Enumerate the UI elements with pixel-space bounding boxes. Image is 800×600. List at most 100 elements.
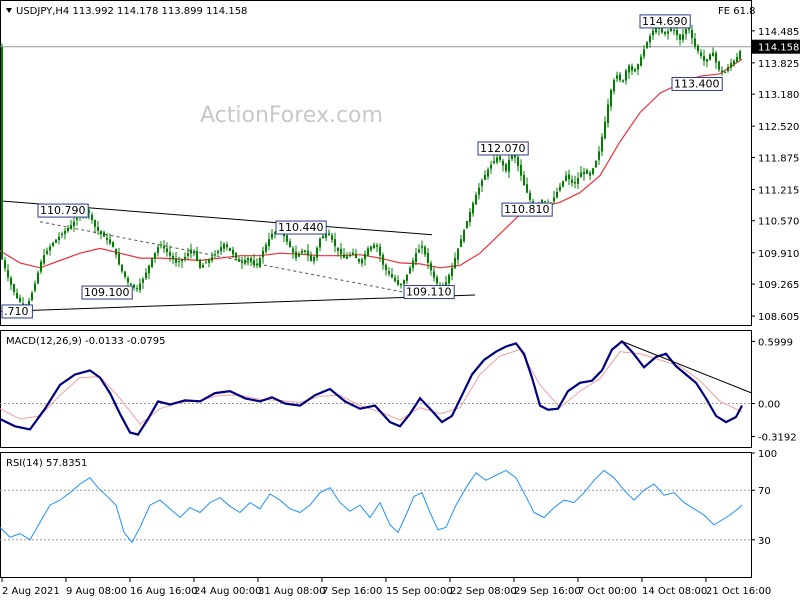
candle-body (136, 288, 138, 290)
candle-body (253, 260, 255, 266)
candle-body (154, 252, 156, 259)
price-annotation-box (81, 285, 133, 300)
candle-body (571, 179, 573, 183)
price-annotation-box (275, 220, 327, 235)
candle-body (52, 242, 54, 246)
x-tick-label: 9 Aug 08:00 (66, 586, 127, 597)
price-annotation-label: 110.810 (504, 203, 550, 216)
fe-label: FE 61.8 (718, 6, 756, 17)
price-annotation-box (477, 141, 529, 156)
candle-body (178, 261, 180, 263)
candle-body (460, 239, 462, 247)
main-y-tick-label: 113.825 (758, 59, 799, 70)
candle-body (544, 201, 546, 203)
candle-body (721, 70, 723, 73)
candle-body (361, 259, 363, 264)
candle-body (400, 283, 402, 286)
candle-body (631, 66, 633, 71)
price-annotation-label: 113.400 (674, 77, 720, 90)
rsi-y-tick-label: 30 (758, 536, 771, 547)
candle-body (304, 250, 306, 252)
candle-body (223, 243, 225, 249)
candle-body (181, 259, 183, 262)
candle-body (379, 246, 381, 256)
candle-body (397, 280, 399, 285)
x-tick-label: 22 Sep 08:00 (450, 586, 517, 597)
candle-body (310, 255, 312, 262)
x-tick-label: 24 Aug 00:00 (194, 586, 261, 597)
candle-body (1, 47, 3, 260)
candle-body (337, 247, 339, 251)
candle-body (706, 59, 708, 62)
candle-body (382, 254, 384, 265)
macd-indicator (0, 339, 753, 436)
price-annotation-box (501, 202, 553, 217)
candle-body (352, 252, 354, 255)
candle-body (232, 249, 234, 255)
price-annotation-label: 110.440 (278, 221, 324, 234)
candle-body (457, 248, 459, 260)
candle-body (676, 29, 678, 36)
candle-body (22, 303, 24, 306)
candle-body (202, 265, 204, 268)
main-y-tick-label: 114.485 (758, 27, 799, 38)
candle-body (580, 172, 582, 178)
candle-body (49, 246, 51, 251)
price-annotation-box (639, 14, 691, 29)
candle-body (586, 170, 588, 174)
main-y-tick-label: 109.910 (758, 249, 799, 260)
candle-body (226, 244, 228, 248)
candle-body (145, 272, 147, 279)
candle-body (256, 263, 258, 266)
candle-body (652, 30, 654, 36)
candle-body (700, 52, 702, 56)
rsi-title: RSI(14) 57.8351 (6, 458, 87, 469)
candle-body (616, 75, 618, 79)
candle-body (376, 245, 378, 247)
watermark: ActionForex.com (200, 103, 383, 128)
dropdown-arrow-icon[interactable] (6, 8, 12, 13)
candle-body (4, 260, 6, 269)
macd-y-tick-label: 0.00 (758, 400, 780, 411)
candle-body (325, 233, 327, 238)
candle-body (469, 212, 471, 223)
candle-body (268, 239, 270, 247)
x-tick-label: 15 Sep 00:00 (386, 586, 453, 597)
candle-body (727, 67, 729, 72)
candle-body (634, 69, 636, 72)
candle-body (364, 253, 366, 260)
candle-body (235, 252, 237, 259)
candle-body (427, 252, 429, 263)
price-annotation: 109.110 (403, 285, 455, 300)
candle-body (643, 49, 645, 57)
candle-body (55, 239, 57, 243)
candle-body (394, 277, 396, 282)
main-y-axis: 114.485 113.825 113.180 112.520 111.875 111.2… (751, 27, 800, 323)
main-panel-frame (0, 0, 752, 326)
candle-body (649, 36, 651, 43)
candle-body (37, 272, 39, 284)
current-price-label: 114.158 (758, 43, 799, 54)
candle-body (565, 175, 567, 181)
candle-body (673, 29, 675, 31)
candle-body (106, 238, 108, 240)
macd-y-tick-label: -0.3192 (758, 433, 797, 444)
candle-body (160, 244, 162, 246)
candle-body (172, 255, 174, 260)
candle-body (478, 187, 480, 195)
rsi-y-axis: 100 70 30 (751, 449, 777, 547)
candle-body (505, 163, 507, 171)
x-tick-label: 21 Oct 16:00 (706, 586, 771, 597)
candle-body (475, 195, 477, 205)
candle-body (34, 283, 36, 291)
candle-body (367, 248, 369, 256)
macd-y-axis: 0.5999 0.00 -0.3192 (751, 337, 797, 444)
candle-body (184, 256, 186, 260)
candle-body (166, 248, 168, 253)
candle-body (67, 228, 69, 232)
candle-body (139, 283, 141, 291)
candle-body (556, 191, 558, 198)
candle-body (553, 197, 555, 202)
candle-body (589, 172, 591, 176)
candle-body (97, 226, 99, 231)
